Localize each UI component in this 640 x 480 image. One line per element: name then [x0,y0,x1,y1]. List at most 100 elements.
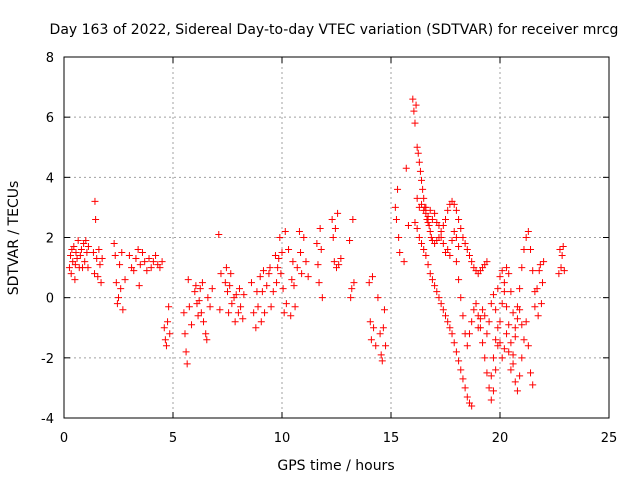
data-point [442,312,449,320]
data-point [435,221,443,229]
data-point [166,330,174,338]
data-point [217,270,225,278]
data-point [273,279,281,287]
data-point [204,294,212,302]
data-point [181,330,189,338]
data-point [416,167,424,175]
data-point [348,285,356,293]
data-point [96,261,104,269]
data-point [505,270,513,278]
data-point [487,300,495,308]
y-tick-label: -2 [41,352,54,367]
data-point [94,273,102,281]
data-point [529,267,537,275]
data-point [511,333,519,341]
data-point [380,306,388,314]
data-point [522,234,530,241]
data-point [275,255,283,263]
data-point [419,185,427,193]
data-point [376,330,384,338]
data-point [337,255,345,263]
data-point [455,276,463,284]
data-point [392,215,400,223]
data-point [450,227,458,235]
x-tick-label: 20 [492,431,509,446]
data-point [152,252,160,260]
data-point [257,318,265,326]
data-point [496,318,504,326]
data-point [317,246,325,254]
data-point [410,107,418,115]
data-point [313,240,321,248]
data-point [427,234,435,241]
data-point [65,264,73,272]
data-point [197,309,205,317]
data-point [425,221,433,229]
data-point [448,237,456,245]
data-point [291,303,299,311]
data-point [511,378,519,386]
data-point [539,279,547,287]
data-point [130,267,138,275]
data-point [276,234,284,241]
data-point [437,234,445,241]
data-point [424,218,432,226]
data-point [496,273,504,281]
data-point [483,330,491,338]
x-tick-label: 15 [383,431,400,446]
data-point [195,297,203,305]
data-point [479,306,487,314]
data-point [132,255,140,263]
data-point [533,285,541,293]
data-point [402,164,410,172]
data-point [518,264,526,272]
data-point [216,306,224,314]
data-point [518,321,526,329]
y-tick-label: 8 [46,51,54,66]
data-point [426,227,434,235]
data-point [110,240,118,248]
data-point [165,303,173,311]
data-point [125,252,133,260]
data-point [71,261,79,269]
data-point [224,288,231,296]
data-point [559,243,567,251]
data-point [487,372,495,380]
data-point [457,294,465,302]
data-point [231,318,239,326]
data-point [494,324,502,332]
data-point [206,303,214,311]
data-point [266,264,274,272]
data-point [250,309,258,317]
data-point [285,246,293,254]
data-point [277,270,285,278]
data-point [415,234,423,241]
data-point [267,303,275,311]
data-point [461,240,469,248]
data-point [239,315,247,323]
data-point [500,279,508,287]
data-point [316,224,324,232]
data-point [234,309,242,317]
data-point [446,324,454,332]
data-point [232,291,240,299]
data-point [136,261,144,269]
data-point [507,366,515,374]
data-point [91,270,99,278]
data-point [483,258,491,266]
y-tick-label: 6 [46,111,54,126]
data-point [378,357,386,365]
data-point [457,224,465,232]
data-point [135,282,143,290]
data-point [560,267,568,275]
data-point [439,306,447,314]
data-point [196,285,204,293]
data-point [98,255,106,263]
data-point [555,270,563,278]
data-point [72,249,80,257]
data-point [418,200,426,208]
data-point [492,366,500,374]
data-point [507,339,515,347]
data-point [164,318,172,326]
data-point [112,279,120,287]
